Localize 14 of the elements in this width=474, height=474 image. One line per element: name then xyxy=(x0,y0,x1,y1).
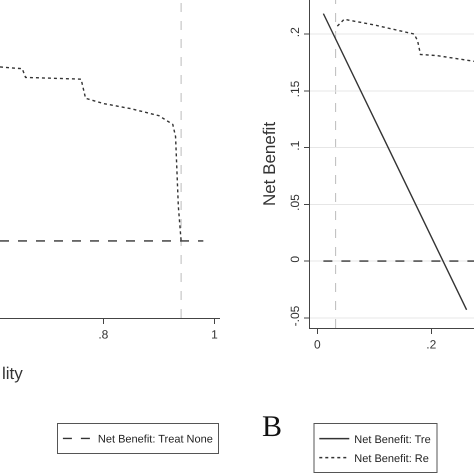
y-tick-label: -.05 xyxy=(288,305,302,326)
y-axis-title: Net Benefit xyxy=(260,122,279,206)
text: B xyxy=(262,410,282,443)
y-tick-label: 0 xyxy=(288,256,302,263)
y-tick-label: .05 xyxy=(288,194,302,211)
x-axis-title: lity xyxy=(2,364,24,383)
x-tick-label: .8 xyxy=(98,327,109,342)
legend-label: Net Benefit: Re xyxy=(354,452,429,465)
y-tick-label: .2 xyxy=(288,26,302,38)
y-tick-label: .15 xyxy=(288,80,302,98)
legend-label: Net Benefit: Treat None xyxy=(98,434,213,446)
x-tick-label: 1 xyxy=(211,327,218,342)
y-tick-label: .1 xyxy=(288,140,302,151)
legend-label: Net Benefit: Tre xyxy=(354,434,431,446)
